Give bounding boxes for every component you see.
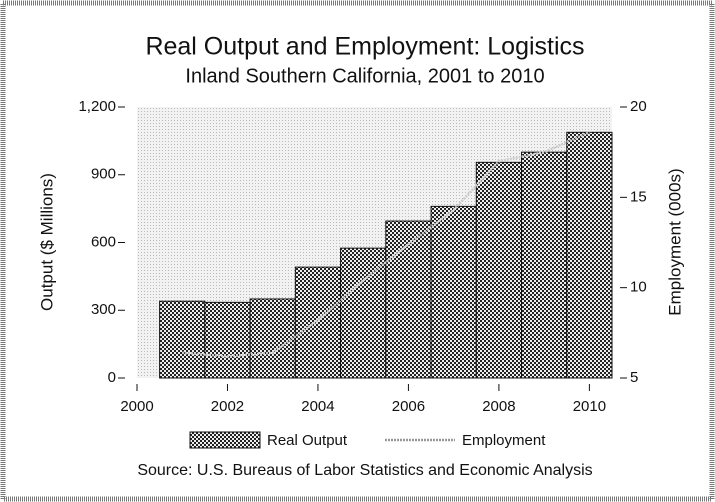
bar [204, 301, 251, 379]
bar [159, 300, 206, 379]
bar [249, 298, 296, 379]
x-tick-label: 2002 [211, 398, 244, 415]
y-axis-label: Output ($ Millions) [37, 173, 56, 311]
x-tick-label: 2010 [573, 398, 606, 415]
bar [521, 151, 568, 379]
x-tick-label: 2000 [120, 398, 153, 415]
y2-tick-label: 5 [630, 369, 638, 386]
y2-tick-label: 15 [630, 188, 647, 205]
bar [430, 205, 477, 379]
line [182, 131, 590, 358]
bar [475, 161, 523, 379]
x-tick-label: 2004 [301, 398, 334, 415]
bar [340, 247, 387, 379]
y-tick-label: 0 [108, 369, 116, 386]
chart-subtitle: Inland Southern California, 2001 to 2010 [185, 65, 544, 87]
y-tick-label: 300 [91, 301, 116, 318]
x-tick-label: 2008 [482, 398, 515, 415]
y-tick-label: 1,200 [78, 98, 116, 115]
chart-title: Real Output and Employment: Logistics [145, 33, 584, 61]
bar [294, 266, 342, 379]
legend-label: Employment [462, 432, 546, 449]
legend-label: Real Output [267, 432, 348, 449]
y-tick-label: 900 [91, 166, 116, 183]
y2-tick-label: 10 [630, 279, 647, 296]
source-note: Source: U.S. Bureaus of Labor Statistics… [137, 462, 592, 479]
legend-swatch [189, 431, 261, 449]
x-tick-label: 2006 [392, 398, 425, 415]
y2-tick-label: 20 [630, 98, 647, 115]
y-tick-label: 600 [91, 233, 116, 250]
bar [385, 220, 432, 379]
y2-axis-label: Employment (000s) [665, 168, 684, 315]
bar [566, 131, 613, 379]
